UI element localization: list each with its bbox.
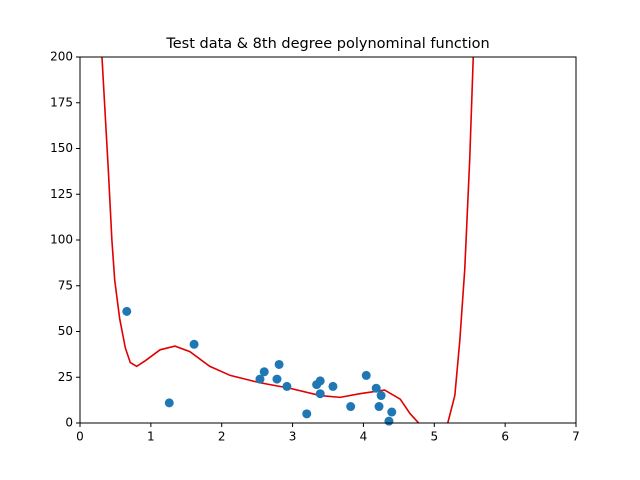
y-tick-label: 125 — [50, 187, 73, 201]
scatter-point — [371, 383, 381, 393]
scatter-point — [328, 381, 338, 391]
plot-area — [101, 57, 475, 423]
x-tick-label: 1 — [147, 430, 155, 444]
x-tick-label: 0 — [76, 430, 84, 444]
scatter-point — [315, 389, 325, 399]
x-tick-label: 7 — [572, 430, 580, 444]
y-tick-label: 0 — [65, 416, 73, 430]
scatter-point — [272, 374, 282, 384]
line — [101, 57, 475, 423]
y-tick-label: 50 — [58, 324, 73, 338]
chart-title: Test data & 8th degree polynominal funct… — [165, 36, 489, 52]
scatter-point — [255, 374, 265, 384]
scatter-point — [361, 370, 371, 380]
y-tick-label: 25 — [58, 370, 73, 384]
x-tick-label: 4 — [360, 430, 368, 444]
scatter-point — [164, 398, 174, 408]
scatter-point — [346, 402, 356, 412]
scatter-point — [282, 381, 292, 391]
scatter-point — [274, 359, 284, 369]
scatter-point — [189, 339, 199, 349]
x-tick-label: 5 — [430, 430, 438, 444]
axes-frame — [79, 56, 577, 424]
scatter-point — [122, 306, 132, 316]
y-tick-label: 150 — [50, 141, 73, 155]
scatter-point — [387, 407, 397, 417]
scatter-point — [376, 391, 386, 401]
y-tick-label: 75 — [58, 278, 73, 292]
x-tick-label: 2 — [218, 430, 226, 444]
scatter-point — [374, 402, 384, 412]
y-tick-label: 175 — [50, 95, 73, 109]
scatter-point — [384, 416, 394, 426]
scatter-point — [302, 409, 312, 419]
y-tick-label: 200 — [50, 50, 73, 64]
x-tick-label: 6 — [501, 430, 509, 444]
scatter-point — [259, 367, 269, 377]
y-tick-label: 100 — [50, 233, 73, 247]
x-tick-label: 3 — [289, 430, 297, 444]
scatter-point — [315, 376, 325, 386]
